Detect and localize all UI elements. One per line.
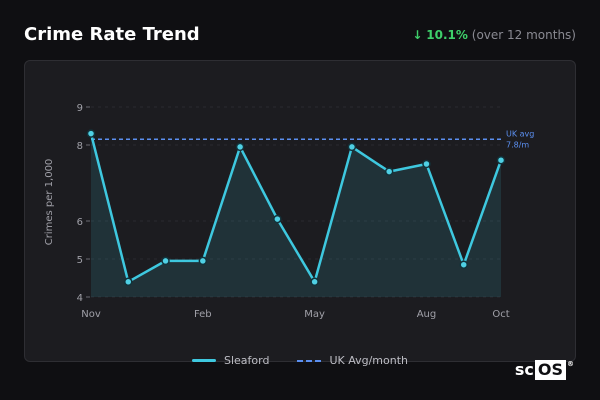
- series-line-sleaford: [89, 133, 503, 284]
- data-point: [496, 155, 506, 165]
- legend-line-swatch: [191, 359, 216, 362]
- page-title: Crime Rate Trend: [24, 24, 200, 45]
- data-point: [86, 129, 96, 138]
- y-tick-label: 9: [77, 103, 83, 114]
- chart-legend: Sleaford UK Avg/month: [0, 354, 600, 367]
- brand-registered-mark: ®: [567, 360, 574, 368]
- y-tick-label: 4: [77, 293, 83, 304]
- legend-series-label: Sleaford: [223, 354, 270, 367]
- legend-item-series[interactable]: Sleaford: [191, 354, 270, 367]
- trend-percent: 10.1%: [426, 28, 468, 42]
- brand-box-text: OS: [534, 360, 566, 380]
- data-point: [273, 214, 282, 224]
- x-tick-label: Nov: [81, 309, 101, 320]
- data-point: [310, 277, 319, 287]
- legend-reference-label: UK Avg/month: [329, 354, 408, 367]
- series-area-fill: [91, 133, 501, 297]
- legend-dashed-swatch: [297, 359, 322, 362]
- data-point: [198, 256, 208, 266]
- y-tick-label: 6: [77, 217, 83, 228]
- data-point: [384, 167, 394, 176]
- brand-text: sc: [514, 360, 534, 379]
- legend-item-reference[interactable]: UK Avg/month: [297, 354, 408, 367]
- reference-value-label: 7.8/m: [506, 140, 529, 149]
- brand-logo: sc OS ®: [515, 360, 574, 380]
- data-point: [124, 277, 133, 287]
- data-point: [422, 159, 431, 169]
- reference-label: UK avg: [506, 129, 534, 138]
- trend-down-arrow-icon: ↓: [412, 28, 423, 42]
- data-point: [235, 142, 245, 152]
- y-axis-label: Crimes per 1,000: [44, 159, 55, 246]
- y-tick-label: 5: [77, 255, 83, 266]
- data-point: [459, 260, 468, 269]
- trend-indicator: ↓ 10.1% (over 12 months): [412, 28, 576, 42]
- data-point: [347, 142, 357, 152]
- x-tick-label: Feb: [194, 309, 212, 320]
- x-tick-label: May: [304, 309, 325, 320]
- y-tick-label: 8: [77, 141, 83, 152]
- data-point: [161, 256, 170, 266]
- trend-note: (over 12 months): [471, 28, 576, 42]
- x-tick-label: Oct: [492, 309, 509, 320]
- x-tick-label: Aug: [417, 309, 437, 320]
